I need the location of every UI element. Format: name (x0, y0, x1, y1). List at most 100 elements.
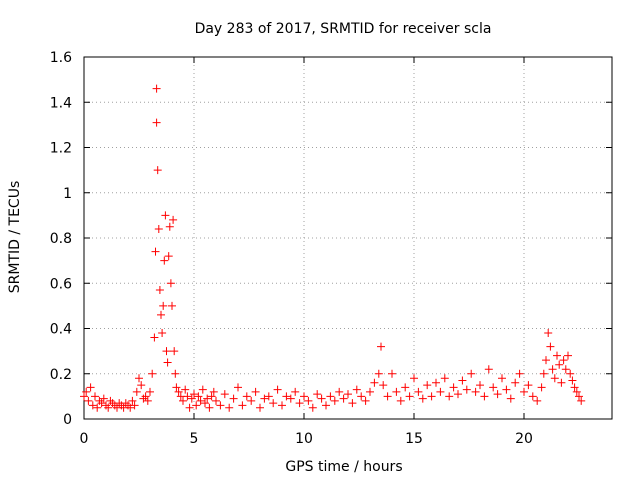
data-point (357, 392, 366, 401)
data-point (326, 392, 335, 401)
data-point (93, 403, 102, 412)
data-point (130, 401, 139, 410)
data-point (339, 394, 348, 403)
data-point (102, 401, 110, 410)
data-point (313, 390, 322, 399)
data-point (330, 396, 339, 405)
data-point (146, 387, 154, 396)
data-point (550, 374, 559, 383)
y-tick-label: 0.2 (50, 367, 72, 383)
data-point (183, 392, 192, 401)
data-point (165, 222, 174, 231)
data-point (185, 403, 194, 412)
data-point (196, 396, 205, 405)
data-point (546, 342, 555, 351)
data-point (220, 390, 229, 399)
data-point (225, 403, 234, 412)
data-point (256, 403, 264, 412)
data-point (234, 383, 242, 392)
data-point (570, 383, 579, 392)
data-point (168, 301, 176, 310)
data-point (172, 383, 181, 392)
data-point (515, 369, 524, 378)
data-point (269, 399, 278, 408)
data-point (88, 401, 97, 410)
data-point (520, 387, 528, 396)
data-point (539, 369, 548, 378)
data-point (251, 387, 260, 396)
data-point (484, 365, 493, 374)
data-point (242, 392, 251, 401)
data-point (95, 396, 104, 405)
data-point (229, 394, 238, 403)
data-point (445, 392, 454, 401)
grid (84, 57, 612, 419)
y-tick-label: 1 (63, 186, 72, 202)
x-tick-label: 5 (190, 431, 199, 447)
data-point (201, 399, 209, 408)
data-point (157, 310, 165, 319)
data-point (198, 385, 207, 394)
data-point (99, 394, 108, 403)
data-point (106, 396, 115, 405)
data-point (141, 392, 150, 401)
data-point (511, 378, 520, 387)
data-point (401, 383, 410, 392)
data-point (370, 378, 379, 387)
y-tick-label: 0.8 (50, 231, 72, 247)
data-point (374, 369, 383, 378)
data-point (190, 390, 198, 399)
data-point (423, 381, 432, 390)
data-point (152, 118, 161, 127)
data-point (480, 392, 489, 401)
data-point (160, 256, 169, 265)
data-point (528, 392, 537, 401)
data-point (166, 279, 175, 288)
data-point (179, 396, 187, 405)
data-point (575, 392, 583, 401)
data-point (392, 387, 401, 396)
data-point (126, 403, 135, 412)
data-point (155, 286, 164, 295)
data-point (161, 211, 170, 220)
data-point (427, 392, 436, 401)
data-point (137, 381, 146, 390)
data-point (462, 385, 471, 394)
data-point (410, 374, 418, 383)
data-point (158, 329, 167, 338)
data-point (181, 385, 190, 394)
data-point (566, 369, 575, 378)
data-point (159, 301, 168, 310)
data-point (524, 381, 533, 390)
data-point (139, 394, 148, 403)
data-point (418, 394, 427, 403)
data-point (396, 396, 405, 405)
data-point (238, 401, 247, 410)
data-point (150, 333, 159, 342)
data-point (405, 392, 414, 401)
data-point (207, 392, 216, 401)
data-point (377, 342, 385, 351)
data-point (454, 390, 462, 399)
data-point (278, 401, 286, 410)
data-point (174, 387, 183, 396)
data-point (132, 387, 141, 396)
data-point (322, 401, 330, 410)
data-point (143, 396, 152, 405)
data-point (317, 394, 326, 403)
data-point (169, 215, 178, 224)
y-tick-label: 0.6 (50, 276, 72, 292)
data-points (80, 84, 586, 412)
data-point (148, 369, 157, 378)
x-tick-label: 0 (80, 431, 89, 447)
data-point (171, 369, 180, 378)
data-point (388, 369, 396, 378)
data-point (537, 383, 546, 392)
data-point (506, 394, 515, 403)
chart-title: Day 283 of 2017, SRMTID for receiver scl… (195, 21, 492, 37)
data-point (128, 396, 137, 405)
data-point (97, 399, 106, 408)
data-point (308, 403, 317, 412)
data-point (162, 347, 171, 356)
data-point (502, 385, 511, 394)
